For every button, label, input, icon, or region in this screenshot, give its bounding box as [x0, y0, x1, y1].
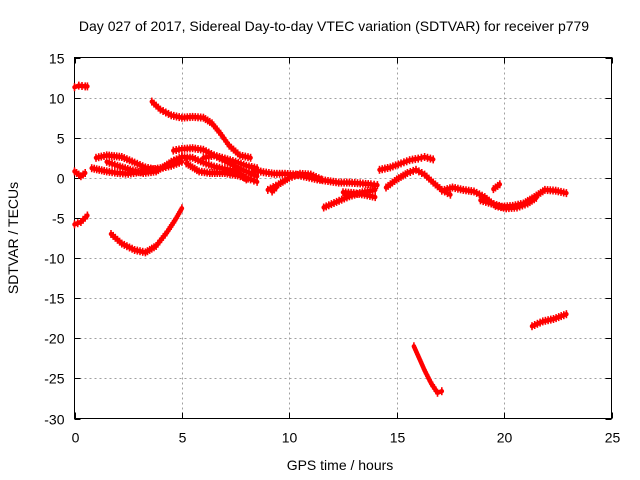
data-series-arc-20 — [411, 342, 445, 397]
data-series-arc-1 — [72, 81, 90, 92]
y-tick-label: -25 — [44, 371, 64, 387]
x-tick-label: 0 — [72, 430, 80, 446]
data-series-arc-22 — [478, 185, 569, 211]
y-tick-label: -15 — [44, 291, 64, 307]
x-tick-label: 5 — [179, 430, 187, 446]
data-series-arc-15 — [269, 183, 279, 196]
y-tick-label: 10 — [49, 91, 65, 107]
x-tick-label: 15 — [390, 430, 406, 446]
data-line — [93, 153, 159, 173]
y-tick-label: -20 — [44, 331, 64, 347]
x-tick-label: 25 — [605, 430, 621, 446]
data-series-arc-18 — [377, 153, 436, 174]
y-tick-label: -30 — [44, 412, 64, 428]
y-tick-label: -10 — [44, 251, 64, 267]
data-series-arc-24 — [529, 310, 569, 331]
data-series-arc-11 — [183, 159, 260, 186]
y-tick-label: -5 — [52, 211, 65, 227]
data-series-arc-5 — [149, 97, 253, 162]
y-axis-label: SDTVAR / TECUs — [5, 182, 21, 294]
data-series-arc-17 — [340, 188, 378, 202]
data-series — [72, 81, 569, 397]
chart-title: Day 027 of 2017, Sidereal Day-to-day VTE… — [79, 18, 589, 34]
data-series-arc-7 — [93, 151, 159, 174]
y-tick-label: 0 — [57, 171, 65, 187]
plot-frame — [74, 57, 612, 419]
data-series-arc-19 — [383, 165, 453, 199]
y-tick-label: 5 — [57, 131, 65, 147]
data-series-arc-23 — [491, 180, 503, 194]
x-tick-label: 20 — [497, 430, 513, 446]
x-tick-label: 10 — [282, 430, 298, 446]
data-series-arc-2 — [72, 211, 90, 229]
data-line — [491, 182, 503, 192]
data-series-arc-21 — [439, 183, 539, 213]
y-tick-label: 15 — [49, 51, 65, 67]
axis-ticks: 15 10 5 0 -5 -10 -15 -20 -25 -30 0 5 10 15 20 25 — [44, 51, 620, 446]
data-series-arc-12 — [201, 151, 260, 173]
data-series-arc-4 — [108, 204, 185, 257]
data-series-arc-3 — [72, 167, 88, 181]
grid — [74, 57, 612, 419]
x-axis-label: GPS time / hours — [287, 457, 394, 473]
